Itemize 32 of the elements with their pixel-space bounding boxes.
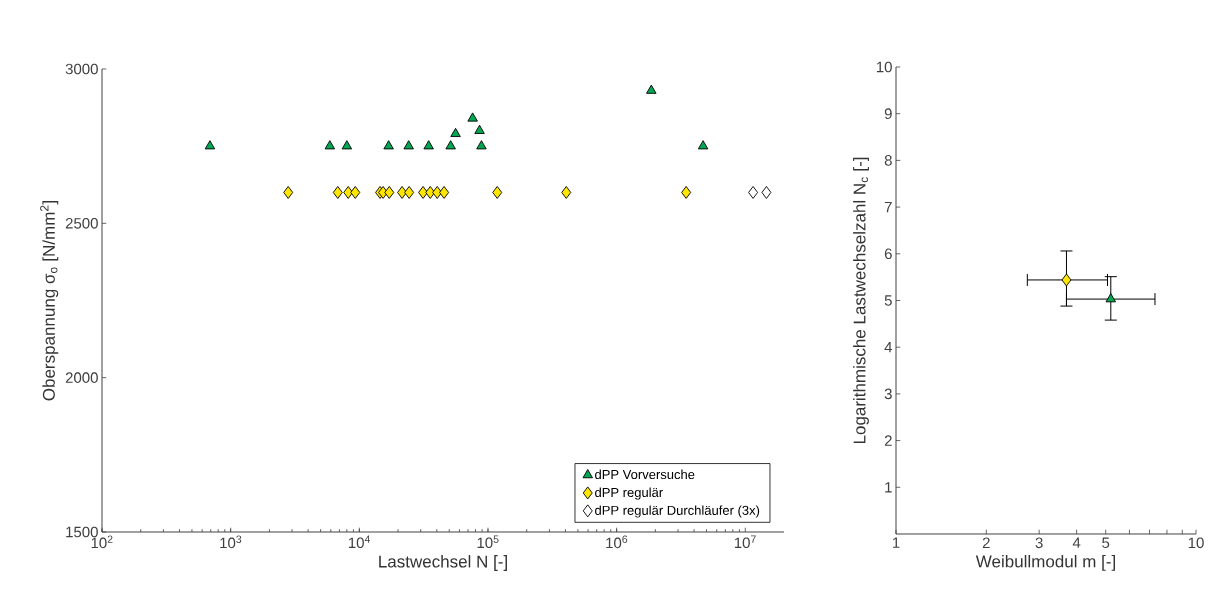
x-tick-label: 10$^{5}$ (477, 535, 499, 549)
x-tick-label: 10$^{7}$ (734, 535, 756, 549)
x-tick-label: 2 (982, 537, 990, 548)
y-tick-label: 9 (884, 108, 892, 119)
y-tick-label: 7 (884, 201, 892, 213)
y-tick-label: 6 (884, 248, 892, 260)
y-tick-label: 10 (876, 61, 892, 73)
legend-label: dPP regulär Durchläufer (3x) (595, 505, 760, 518)
x-tick-label: 5 (1102, 537, 1110, 548)
x-tick-label: 1 (892, 537, 900, 548)
x-tick-label: 3 (1035, 537, 1043, 549)
y-tick-label: 1 (885, 482, 892, 493)
x-tick-label: 10$^{3}$ (220, 535, 242, 549)
y-tick-label: 4 (884, 342, 893, 353)
y-tick-label: 2000 (65, 372, 98, 383)
y-tick-label: 5 (884, 295, 892, 306)
y-tick-label: 2 (884, 435, 892, 446)
legend-label: dPP Vorversuche (595, 469, 695, 480)
y-tick-label: 2500 (65, 218, 98, 229)
y-tick-label: 8 (884, 155, 892, 166)
y-tick-label: 3 (884, 388, 892, 400)
x-axis-title: Lastwechsel N [-] (379, 555, 507, 571)
x-axis-title: Weibullmodul m [-] (975, 555, 1115, 571)
x-tick-label: 10 (1188, 537, 1204, 549)
y-tick-label: 1500 (66, 526, 98, 538)
y-axis-title: Logarithmische Lastwechselzahl N$_{c}$ [-] (853, 157, 869, 444)
y-axis-title: Oberspannung σ$_{o}$ [N/mm$^{2}$] (40, 200, 59, 401)
x-tick-label: 4 (1072, 537, 1081, 548)
x-tick-label: 10$^{6}$ (606, 535, 628, 549)
x-tick-label: 10$^{4}$ (348, 535, 371, 549)
y-tick-label: 3000 (65, 63, 98, 75)
legend-label: dPP regulär (595, 487, 663, 500)
